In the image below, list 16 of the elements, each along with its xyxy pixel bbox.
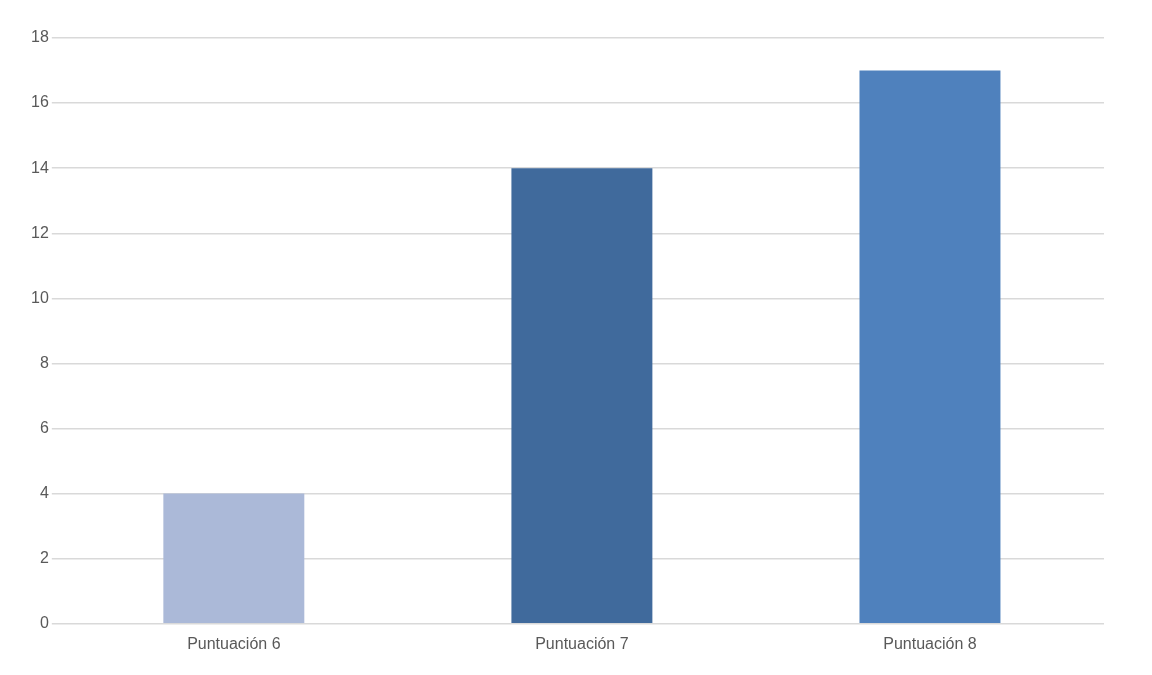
bar <box>511 168 653 624</box>
y-tick-label: 0 <box>39 614 49 632</box>
y-tick-label: 16 <box>31 93 49 111</box>
bar <box>163 493 305 624</box>
y-tick-label: 6 <box>39 418 49 436</box>
y-tick-label: 4 <box>39 484 49 502</box>
x-tick-label: Puntuación 8 <box>883 634 977 652</box>
y-tick-label: 14 <box>31 158 49 176</box>
y-tick-label: 2 <box>39 549 49 567</box>
y-tick-label: 10 <box>31 288 49 306</box>
y-tick-label: 12 <box>31 223 49 241</box>
y-tick-label: 8 <box>39 353 49 371</box>
y-tick-label: 18 <box>31 28 49 46</box>
x-tick-label: Puntuación 6 <box>187 634 281 652</box>
bar <box>859 70 1001 624</box>
x-tick-label: Puntuación 7 <box>535 634 629 652</box>
